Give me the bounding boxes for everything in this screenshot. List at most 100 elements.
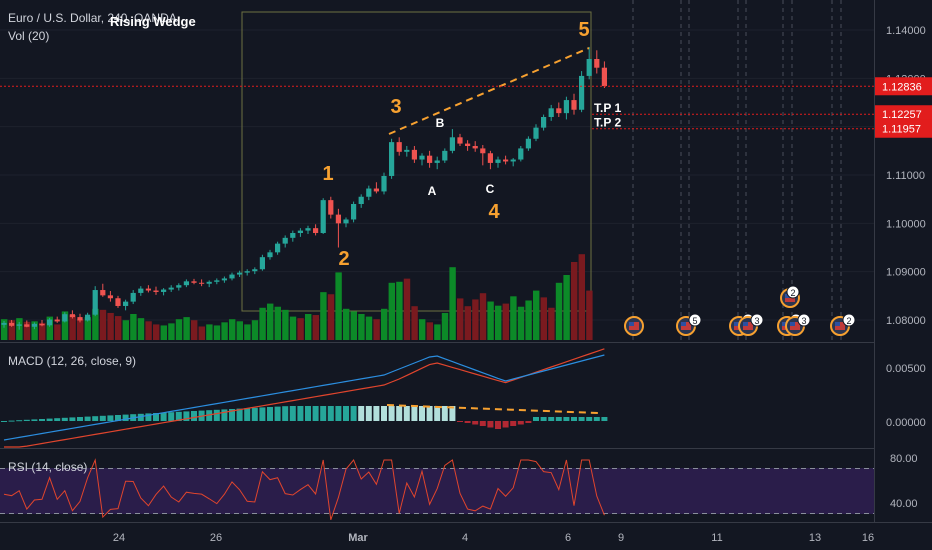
volume-bar xyxy=(403,278,411,340)
macd-histogram-bar xyxy=(426,406,433,421)
volume-bar xyxy=(1,319,8,340)
macd-histogram-bar xyxy=(69,417,76,421)
event-marker[interactable]: 5 xyxy=(676,313,702,336)
candle-body xyxy=(31,323,37,327)
volume-bar xyxy=(54,324,61,340)
macd-histogram-bar xyxy=(563,417,570,421)
candle-body xyxy=(24,324,30,327)
tp-price-tag: 1.11957 xyxy=(882,124,921,136)
volume-bars xyxy=(1,254,593,340)
candle-body xyxy=(153,290,159,292)
candles xyxy=(1,46,607,330)
rsi-label[interactable]: RSI (14, close) xyxy=(8,460,87,474)
volume-bar xyxy=(335,272,342,340)
volume-bar xyxy=(168,323,175,340)
macd-histogram-bar xyxy=(206,410,213,421)
macd-histogram-bar xyxy=(1,421,7,422)
candle-body xyxy=(1,322,7,325)
candle-body xyxy=(252,269,258,272)
macd-histogram-bar xyxy=(350,406,357,421)
candle-body xyxy=(396,142,402,152)
event-count: 5 xyxy=(692,316,697,326)
event-marker[interactable]: 3 xyxy=(785,313,811,336)
price-tick-label: 1.11000 xyxy=(886,170,925,182)
event-count: 3 xyxy=(754,316,759,326)
volume-bar xyxy=(320,292,327,340)
candle-body xyxy=(366,188,372,197)
volume-bar xyxy=(533,290,540,340)
candle-body xyxy=(130,292,136,302)
volume-bar xyxy=(130,314,137,340)
event-marker[interactable]: 2 xyxy=(780,285,800,308)
volume-bar xyxy=(381,308,388,340)
candle-body xyxy=(191,281,197,283)
macd-histogram-bar xyxy=(99,415,106,421)
macd-histogram-bar xyxy=(236,408,243,421)
event-marker[interactable] xyxy=(624,316,644,336)
time-tick-label: Mar xyxy=(348,532,368,544)
event-count: 3 xyxy=(801,316,806,326)
volume-bar xyxy=(282,309,289,340)
macd-histogram-bar xyxy=(540,417,547,421)
candle-body xyxy=(457,137,463,144)
symbol-title[interactable]: Euro / U.S. Dollar, 240, OANDA xyxy=(8,11,177,25)
candle-body xyxy=(586,59,592,76)
session-separators xyxy=(632,0,842,342)
volume-bar xyxy=(23,321,31,340)
candle-body xyxy=(206,281,212,284)
event-marker[interactable]: 2 xyxy=(830,313,856,336)
macd-histogram-bar xyxy=(54,418,61,421)
macd-histogram-bar xyxy=(388,406,395,421)
candle-body xyxy=(183,281,189,286)
macd-histogram-bar xyxy=(259,407,266,421)
volume-bar xyxy=(571,262,578,340)
price-axis[interactable]: 1.140001.130001.120001.110001.100001.090… xyxy=(875,25,932,510)
time-axis[interactable]: 24 26 Mar 4 6 9 11 13 16 xyxy=(113,532,874,544)
volume-bar xyxy=(244,324,251,340)
macd-histogram-bar xyxy=(548,417,555,421)
tp-label: T.P 1 xyxy=(594,101,621,115)
candle-body xyxy=(138,288,144,293)
volume-bar xyxy=(312,315,319,340)
candle-body xyxy=(214,280,220,282)
macd-histogram-bar xyxy=(510,421,517,426)
volume-bar xyxy=(8,320,15,340)
macd-histogram-bar xyxy=(411,406,418,421)
volume-bar xyxy=(84,317,91,340)
volume-label[interactable]: Vol (20) xyxy=(8,29,49,43)
macd-histogram-bar xyxy=(274,406,281,421)
candle-body xyxy=(100,290,106,296)
tp-label: T.P 2 xyxy=(594,116,621,130)
candle-body xyxy=(176,285,182,288)
wave-label: C xyxy=(486,182,495,196)
candle-body xyxy=(77,317,83,321)
macd-line xyxy=(3,354,605,441)
macd-histogram-bar xyxy=(244,408,251,421)
candle-body xyxy=(487,153,493,163)
candle-body xyxy=(282,237,288,244)
macd-tick-label: 0.00000 xyxy=(886,417,926,429)
volume-bar xyxy=(457,298,464,340)
candle-body xyxy=(335,214,341,224)
wave-label: 3 xyxy=(390,96,401,118)
volume-bar xyxy=(198,326,205,340)
volume-bar xyxy=(358,314,365,340)
macd-histogram-bar xyxy=(137,413,144,421)
volume-bar xyxy=(449,267,456,340)
candle-body xyxy=(313,228,319,233)
event-markers[interactable]: 5723432 xyxy=(624,285,856,336)
wave-label: B xyxy=(436,116,445,130)
rsi-tick-label: 40.00 xyxy=(890,498,918,510)
candle-body xyxy=(115,298,121,306)
macd-label[interactable]: MACD (12, 26, close, 9) xyxy=(8,354,136,368)
macd-histogram-bar xyxy=(533,417,539,421)
macd-histogram-bar xyxy=(578,417,585,421)
time-tick-label: 6 xyxy=(565,532,571,544)
event-marker[interactable]: 3 xyxy=(738,313,764,336)
time-tick-label: 9 xyxy=(618,532,624,544)
candle-body xyxy=(62,314,68,322)
macd-histogram-bar xyxy=(107,415,114,421)
volume-bar xyxy=(555,282,563,340)
event-count-badge xyxy=(786,285,800,299)
